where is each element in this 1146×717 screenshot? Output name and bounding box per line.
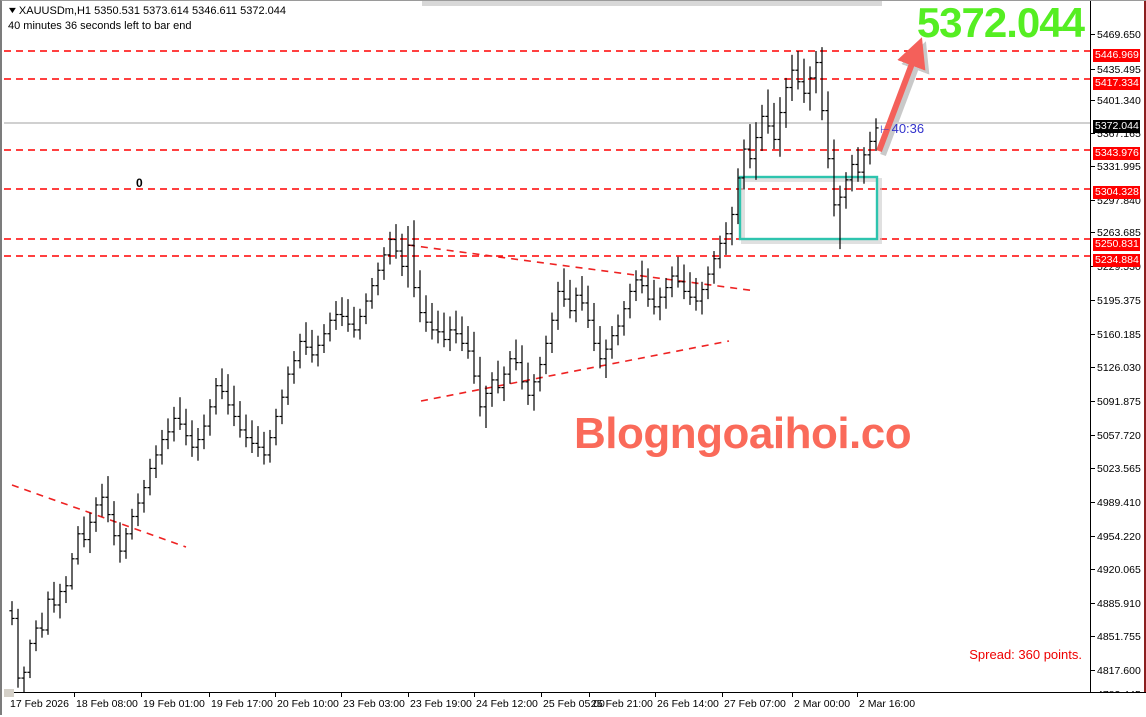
price-tick [1091, 300, 1095, 301]
time-tick [541, 693, 542, 697]
time-axis-label: 18 Feb 08:00 [76, 698, 138, 710]
zone-rect-shadow [741, 178, 882, 244]
candlestick-series [9, 47, 879, 692]
time-axis-label: 2 Mar 00:00 [794, 698, 851, 710]
countdown-label: 40:36 [891, 121, 925, 136]
up-arrow[interactable] [876, 37, 926, 153]
trendline[interactable] [11, 484, 187, 548]
price-tick [1091, 232, 1095, 233]
price-axis-label: 5195.375 [1097, 295, 1141, 307]
time-tick [408, 693, 409, 697]
price-tick [1091, 603, 1095, 604]
spread-indicator: Spread: 360 points. [969, 647, 1082, 662]
price-level-label[interactable]: 5446.969 [1093, 49, 1140, 62]
price-tick [1091, 636, 1095, 637]
price-level-label[interactable]: 5417.334 [1093, 77, 1140, 90]
price-level-label[interactable]: 5234.884 [1093, 254, 1140, 267]
bar-timer-badge: ⊢ 40:36 [880, 121, 924, 136]
price-axis-label: 4817.600 [1097, 665, 1141, 677]
price-tick [1091, 468, 1095, 469]
price-tick [1091, 133, 1095, 134]
time-axis-label: 26 Feb 14:00 [657, 698, 719, 710]
price-tick [1091, 435, 1095, 436]
price-axis-label: 5023.565 [1097, 463, 1141, 475]
price-tick [1091, 670, 1095, 671]
trendline[interactable] [420, 340, 730, 402]
window-right-border [1144, 1, 1146, 692]
price-axis-label: 5401.340 [1097, 95, 1141, 107]
time-tick [792, 693, 793, 697]
price-tick [1091, 200, 1095, 201]
window-bottom-strip [2, 709, 1146, 715]
time-tick [341, 693, 342, 697]
price-tick [1091, 401, 1095, 402]
time-axis-label: 19 Feb 01:00 [143, 698, 205, 710]
time-axis-label: 23 Feb 03:00 [343, 698, 405, 710]
time-axis-label: 27 Feb 07:00 [724, 698, 786, 710]
time-axis-label: 20 Feb 10:00 [277, 698, 339, 710]
price-level-label[interactable]: 5250.831 [1093, 238, 1140, 251]
price-axis[interactable]: 5469.650 5446.969 5435.495 5417.334 5401.340… [1090, 1, 1146, 692]
time-axis-label: 25 Feb 21:00 [591, 698, 653, 710]
bar-countdown-text: 40 minutes 36 seconds left to bar end [8, 20, 192, 32]
price-level-label[interactable]: 5343.976 [1093, 147, 1140, 160]
timer-tick-icon: ⊢ [880, 124, 890, 136]
price-tick [1091, 69, 1095, 70]
horizontal-scrollbar[interactable] [422, 1, 882, 6]
price-tick [1091, 100, 1095, 101]
price-tick [1091, 34, 1095, 35]
price-axis-label: 5435.495 [1097, 64, 1141, 76]
price-axis-label: 5160.185 [1097, 329, 1141, 341]
price-axis-label: 5091.875 [1097, 396, 1141, 408]
time-tick [589, 693, 590, 697]
time-tick [655, 693, 656, 697]
price-tick [1091, 536, 1095, 537]
price-tick [1091, 166, 1095, 167]
price-axis-label: 5469.650 [1097, 29, 1141, 41]
time-tick [209, 693, 210, 697]
time-axis-label: 2 Mar 16:00 [859, 698, 916, 710]
time-axis-label: 23 Feb 19:00 [410, 698, 472, 710]
time-axis-label: 19 Feb 17:00 [211, 698, 273, 710]
price-axis-label: 5126.030 [1097, 362, 1141, 374]
time-tick [857, 693, 858, 697]
price-axis-label: 4920.065 [1097, 564, 1141, 576]
price-tick [1091, 569, 1095, 570]
time-tick [474, 693, 475, 697]
price-axis-label: 5331.995 [1097, 161, 1141, 173]
zero-level-label: 0 [136, 176, 143, 190]
price-axis-label: 4885.910 [1097, 598, 1141, 610]
price-tick [1091, 367, 1095, 368]
time-tick [722, 693, 723, 697]
time-tick [275, 693, 276, 697]
price-axis-label: 5263.685 [1097, 227, 1141, 239]
price-axis-label: 5057.720 [1097, 430, 1141, 442]
current-price-display: 5372.044 [916, 0, 1085, 46]
time-axis-label: 17 Feb 2026 [10, 698, 69, 710]
time-axis-label: 24 Feb 12:00 [476, 698, 538, 710]
price-axis-label: 4954.220 [1097, 531, 1141, 543]
price-tick [1091, 502, 1095, 503]
time-tick [141, 693, 142, 697]
current-price-axis-label: 5372.044 [1093, 120, 1140, 133]
chart-plot-area[interactable] [4, 1, 1090, 692]
chart-symbol-header: ▼XAUUSDm,H1 5350.531 5373.614 5346.611 5… [6, 4, 286, 18]
price-level-label[interactable]: 5304.328 [1093, 186, 1140, 199]
time-tick [74, 693, 75, 697]
symbol-ohlc-text: XAUUSDm,H1 5350.531 5373.614 5346.611 53… [18, 5, 286, 17]
scroll-corner[interactable] [4, 689, 14, 697]
time-axis-label: 25 Feb 05:00 [543, 698, 605, 710]
watermark-text: Blogngoaihoi.co [574, 409, 912, 458]
price-axis-label: 4783.445 [1097, 689, 1141, 692]
triangle-down-icon[interactable]: ▼ [6, 5, 19, 15]
arrow-shadow [880, 41, 930, 157]
price-axis-label: 4851.755 [1097, 631, 1141, 643]
trendline[interactable] [407, 244, 757, 292]
zone-rectangle[interactable] [738, 175, 879, 241]
price-tick [1091, 334, 1095, 335]
price-axis-label: 4989.410 [1097, 497, 1141, 509]
chart-canvas [4, 37, 1090, 692]
